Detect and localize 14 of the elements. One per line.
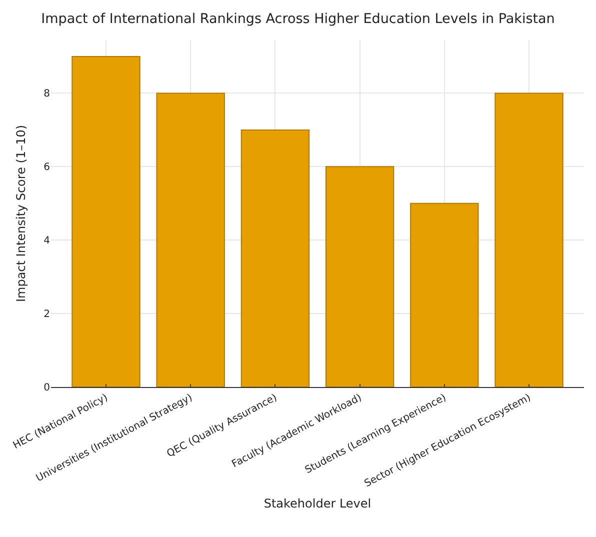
bar (410, 202, 479, 387)
bar (494, 92, 564, 387)
y-tick-label: 6 (44, 162, 50, 174)
y-tick-label: 8 (44, 88, 50, 100)
chart-title: Impact of International Rankings Across Higher Education Levels in Pakistan (41, 10, 555, 27)
y-tick-label: 4 (44, 236, 50, 247)
x-axis-title: Stakeholder Level (264, 496, 372, 511)
y-tick-label: 2 (44, 309, 50, 320)
bar (72, 56, 140, 387)
y-axis-title: Impact Intensity Score (1–10) (14, 124, 28, 302)
bar (156, 92, 225, 387)
bar (325, 166, 394, 387)
bar (240, 129, 310, 387)
y-tick-label: 0 (44, 382, 50, 394)
